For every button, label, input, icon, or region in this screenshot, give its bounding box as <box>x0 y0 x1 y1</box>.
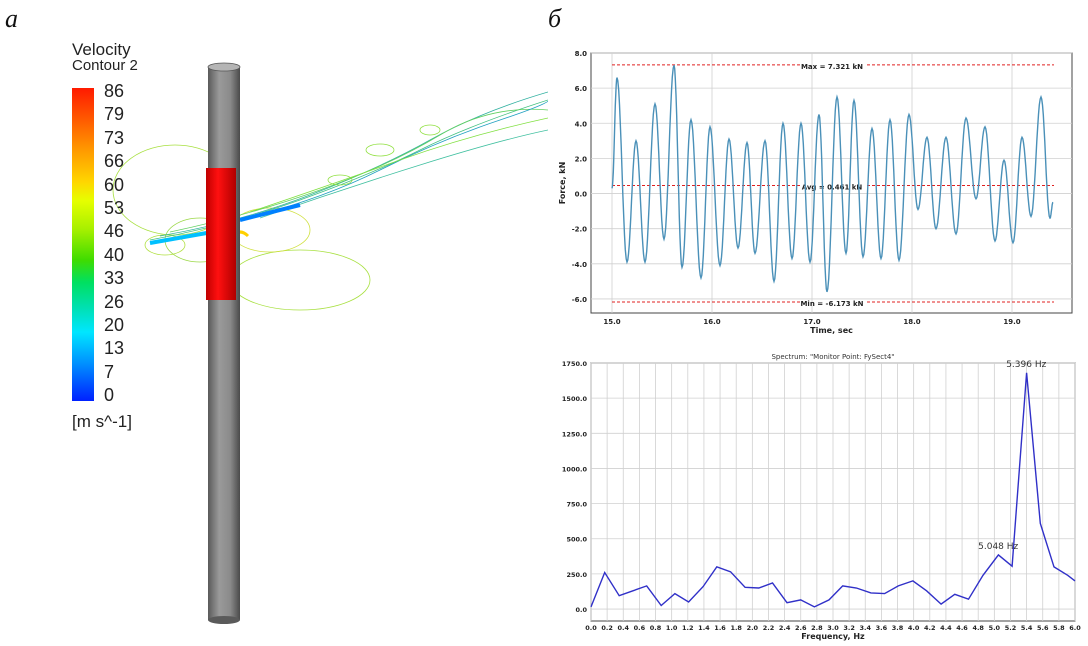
panel-label-b: б <box>548 4 562 33</box>
y-tick-label: 2.0 <box>575 155 588 163</box>
x-tick-label: 16.0 <box>703 318 720 326</box>
colorbar-tick-label: 86 <box>104 81 125 101</box>
x-tick-label: 5.8 <box>1053 624 1065 632</box>
x-tick-label: 0.6 <box>634 624 646 632</box>
legend-title-text: Velocity <box>72 40 131 59</box>
y-tick-label: 1000.0 <box>562 465 588 473</box>
x-tick-label: 3.4 <box>860 624 872 632</box>
y-tick-label: 250.0 <box>566 571 587 579</box>
y-tick-label: 750.0 <box>566 501 587 509</box>
colorbar-tick-label: 79 <box>104 104 125 125</box>
y-tick-label: -4.0 <box>572 261 587 269</box>
x-tick-label: 4.4 <box>940 624 952 632</box>
x-tick-label: 3.2 <box>843 624 855 632</box>
colorbar-tick-label: 40 <box>104 244 125 265</box>
spectrum-series-line <box>590 372 1076 608</box>
x-tick-label: 0.8 <box>650 624 662 632</box>
x-tick-label: 3.8 <box>892 624 904 632</box>
colorbar-tick-label: 0 <box>104 385 115 406</box>
x-tick-label: 0.2 <box>601 624 613 632</box>
x-tick-label: 1.2 <box>682 624 694 632</box>
legend-subtitle: Contour 2 <box>72 57 138 74</box>
colorbar-tick-label: 20 <box>104 315 125 335</box>
y-tick-label: -2.0 <box>572 226 587 234</box>
x-tick-label: 19.0 <box>1003 318 1020 326</box>
y-tick-label: 0.0 <box>575 191 588 199</box>
colorbar-tick-label: 26 <box>104 291 125 312</box>
y-tick-label: -6.0 <box>572 296 587 304</box>
colorbar-tick-label: 46 <box>104 221 125 242</box>
legend-title: Velocity Contour 2 <box>72 40 138 74</box>
x-tick-label: 2.0 <box>747 624 759 632</box>
legend-unit: [m s^-1] <box>72 412 132 431</box>
x-tick-label: 15.0 <box>603 318 620 326</box>
y-tick-label: 1750.0 <box>562 360 588 368</box>
reference-line-label: Max = 7.321 kN <box>801 63 863 71</box>
x-tick-label: 2.4 <box>779 624 791 632</box>
x-tick-label: 3.0 <box>827 624 839 632</box>
cylinder <box>206 62 241 624</box>
x-tick-label: 2.8 <box>811 624 823 632</box>
force-series-line <box>611 65 1054 293</box>
colorbar-tick-label: 73 <box>104 127 125 148</box>
y-tick-label: 500.0 <box>566 536 587 544</box>
x-tick-label: 4.0 <box>908 624 920 632</box>
x-tick-label: 6.0 <box>1069 624 1081 632</box>
x-tick-label: 4.2 <box>924 624 936 632</box>
colorbar-tick-label: 60 <box>104 174 125 195</box>
colorbar-tick-label: 13 <box>104 338 125 359</box>
colorbar-tick-label: 66 <box>104 151 125 172</box>
x-tick-label: 3.6 <box>876 624 888 632</box>
colorbar-tick-label: 7 <box>104 361 115 382</box>
y-tick-label: 0.0 <box>575 606 587 614</box>
x-tick-label: 5.6 <box>1037 624 1049 632</box>
reference-line-label: Min = -6.173 kN <box>800 300 863 308</box>
x-tick-label: 5.4 <box>1021 624 1033 632</box>
colorbar-tick-label: 33 <box>104 268 125 289</box>
peak-annotation: 5.048 Hz <box>978 542 1018 552</box>
x-tick-label: 1.6 <box>714 624 726 632</box>
x-axis-label: Frequency, Hz <box>801 632 865 641</box>
panel-label-a: а <box>5 4 18 33</box>
x-tick-label: 4.8 <box>972 624 984 632</box>
x-tick-label: 0.0 <box>585 624 597 632</box>
y-tick-label: 1500.0 <box>562 395 588 403</box>
x-tick-label: 2.2 <box>763 624 775 632</box>
colorbar-tick-label: 53 <box>104 198 125 218</box>
x-tick-label: 4.6 <box>956 624 968 632</box>
x-tick-label: 2.6 <box>795 624 807 632</box>
x-tick-label: 0.4 <box>618 624 630 632</box>
x-tick-label: 1.0 <box>666 624 678 632</box>
x-tick-label: 18.0 <box>903 318 920 326</box>
peak-annotation: 5.396 Hz <box>1006 360 1046 370</box>
x-tick-label: 1.8 <box>730 624 742 632</box>
y-tick-label: 8.0 <box>575 50 588 58</box>
cfd-visualization <box>112 62 548 624</box>
x-tick-label: 1.4 <box>698 624 710 632</box>
y-tick-label: 1250.0 <box>562 430 588 438</box>
x-tick-label: 5.0 <box>989 624 1001 632</box>
velocity-colorbar <box>72 88 94 401</box>
x-tick-label: 5.2 <box>1005 624 1017 632</box>
x-axis-label: Time, sec <box>810 326 853 335</box>
x-tick-label: 17.0 <box>803 318 820 326</box>
y-axis-label: Force, kN <box>558 162 567 205</box>
chart-title: Spectrum: "Monitor Point: FySect4" <box>771 353 894 361</box>
y-tick-label: 4.0 <box>575 120 588 128</box>
y-tick-label: 6.0 <box>575 85 588 93</box>
